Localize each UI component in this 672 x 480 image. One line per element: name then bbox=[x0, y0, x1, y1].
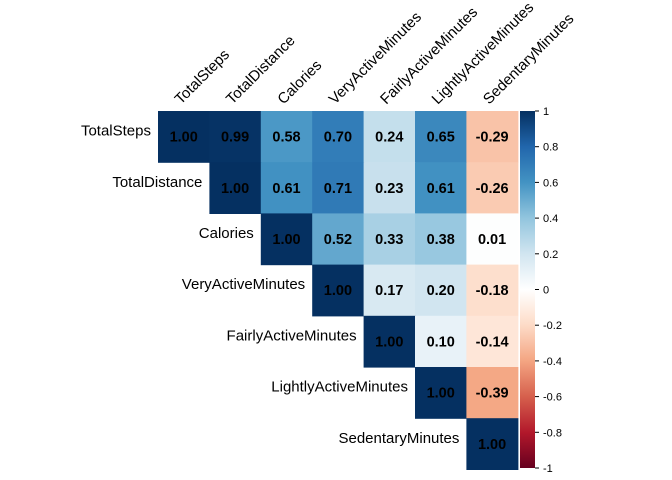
heatmap-cell bbox=[312, 264, 365, 317]
colorbar-tick-label: 0.2 bbox=[543, 249, 558, 261]
colorbar-tick-label: -0.8 bbox=[543, 427, 562, 439]
cell-value-label: 1.00 bbox=[375, 334, 403, 350]
colorbar-tick-label: 0.4 bbox=[543, 213, 558, 225]
heatmap-cell bbox=[209, 111, 262, 163]
colorbar-tick-label: -0.6 bbox=[543, 392, 562, 404]
colorbar-gradient bbox=[520, 111, 535, 468]
cell-value-label: 0.71 bbox=[324, 181, 352, 197]
heatmap-cell bbox=[312, 213, 365, 266]
cell-value-label: -0.26 bbox=[476, 181, 509, 197]
heatmap-cell bbox=[363, 315, 416, 368]
heatmap-cell bbox=[415, 213, 467, 266]
cell-value-label: 1.00 bbox=[221, 181, 249, 197]
heatmap-cell bbox=[363, 264, 416, 317]
heatmap-cell bbox=[312, 111, 365, 163]
cell-value-label: 1.00 bbox=[272, 232, 300, 248]
cell-value-label: 0.23 bbox=[375, 181, 403, 197]
cell-value-label: 0.24 bbox=[375, 130, 403, 146]
heatmap-cell bbox=[466, 213, 519, 266]
cell-value-label: 0.61 bbox=[272, 181, 300, 197]
cell-value-label: -0.18 bbox=[476, 283, 509, 299]
heatmap-cell bbox=[415, 162, 467, 214]
colorbar-tick-label: -0.2 bbox=[543, 320, 562, 332]
column-label: VeryActiveMinutes bbox=[326, 9, 425, 108]
cell-value-label: 0.38 bbox=[427, 232, 455, 248]
heatmap-cell bbox=[415, 264, 467, 317]
cell-value-label: -0.29 bbox=[476, 130, 509, 146]
heatmap-cell bbox=[415, 315, 467, 368]
heatmap-cell bbox=[466, 264, 519, 317]
row-labels: TotalSteps TotalDistance Calories VeryActiv… bbox=[81, 123, 459, 447]
row-label: FairlyActiveMinutes bbox=[227, 327, 357, 344]
cell-value-label: -0.39 bbox=[476, 386, 509, 402]
heatmap-cell bbox=[415, 111, 467, 163]
cell-value-label: 1.00 bbox=[427, 386, 455, 402]
cell-value-label: 0.33 bbox=[375, 232, 403, 248]
column-label: FairlyActiveMinutes bbox=[377, 4, 481, 108]
cell-value-label: 1.00 bbox=[324, 283, 352, 299]
column-label: SedentaryMinutes bbox=[480, 10, 578, 108]
heatmap-cell bbox=[158, 111, 210, 163]
colorbar-tick-label: 0.6 bbox=[543, 177, 558, 189]
heatmap-cell bbox=[466, 418, 519, 470]
heatmap-cell bbox=[466, 162, 519, 214]
cell-value-label: 0.70 bbox=[324, 130, 352, 146]
heatmap-cell bbox=[312, 162, 365, 214]
row-label: SedentaryMinutes bbox=[338, 430, 459, 447]
cell-value-label: 0.61 bbox=[427, 181, 455, 197]
heatmap-cell bbox=[363, 162, 416, 214]
heatmap-cell bbox=[260, 111, 313, 163]
heatmap-cell bbox=[415, 367, 467, 419]
cell-value-label: 1.00 bbox=[170, 130, 198, 146]
colorbar-tick-label: -1 bbox=[543, 463, 553, 475]
heatmap-cell bbox=[466, 315, 519, 368]
heatmap-cell bbox=[260, 162, 313, 214]
heatmap-cell bbox=[466, 111, 519, 163]
heatmap-cell bbox=[363, 213, 416, 266]
column-label: Calories bbox=[274, 57, 325, 108]
row-label: LightlyActiveMinutes bbox=[271, 379, 408, 396]
cell-values: 1.00 0.99 0.58 0.70 0.24 0.65 -0.29 1.00 0.61 0.7… bbox=[170, 130, 509, 453]
row-label: TotalDistance bbox=[112, 174, 202, 191]
row-label: VeryActiveMinutes bbox=[182, 276, 305, 293]
cell-value-label: 0.65 bbox=[427, 130, 455, 146]
heatmap-cells bbox=[158, 111, 519, 470]
cell-value-label: 0.17 bbox=[375, 283, 403, 299]
cell-value-label: -0.14 bbox=[476, 334, 509, 350]
colorbar-tick-label: 1 bbox=[543, 106, 549, 118]
cell-value-label: 0.01 bbox=[478, 232, 506, 248]
row-label: TotalSteps bbox=[81, 123, 151, 140]
cell-value-label: 0.99 bbox=[221, 130, 249, 146]
heatmap-cell bbox=[209, 162, 262, 214]
heatmap-cell bbox=[363, 111, 416, 163]
heatmap-cell bbox=[260, 213, 313, 266]
cell-value-label: 1.00 bbox=[478, 437, 506, 453]
colorbar: -1 -0.8 -0.6 -0.4 -0.2 0 0.2 0.4 0.6 0.8 1 bbox=[520, 106, 562, 475]
cell-value-label: 0.10 bbox=[427, 334, 455, 350]
row-label: Calories bbox=[199, 225, 254, 242]
cell-value-label: 0.20 bbox=[427, 283, 455, 299]
cell-value-label: 0.58 bbox=[272, 130, 300, 146]
colorbar-tick-label: 0.8 bbox=[543, 142, 558, 154]
heatmap-cell bbox=[466, 367, 519, 419]
colorbar-tick-label: 0 bbox=[543, 285, 549, 297]
colorbar-tick-label: -0.4 bbox=[543, 356, 562, 368]
column-label: TotalSteps bbox=[172, 46, 234, 108]
cell-value-label: 0.52 bbox=[324, 232, 352, 248]
